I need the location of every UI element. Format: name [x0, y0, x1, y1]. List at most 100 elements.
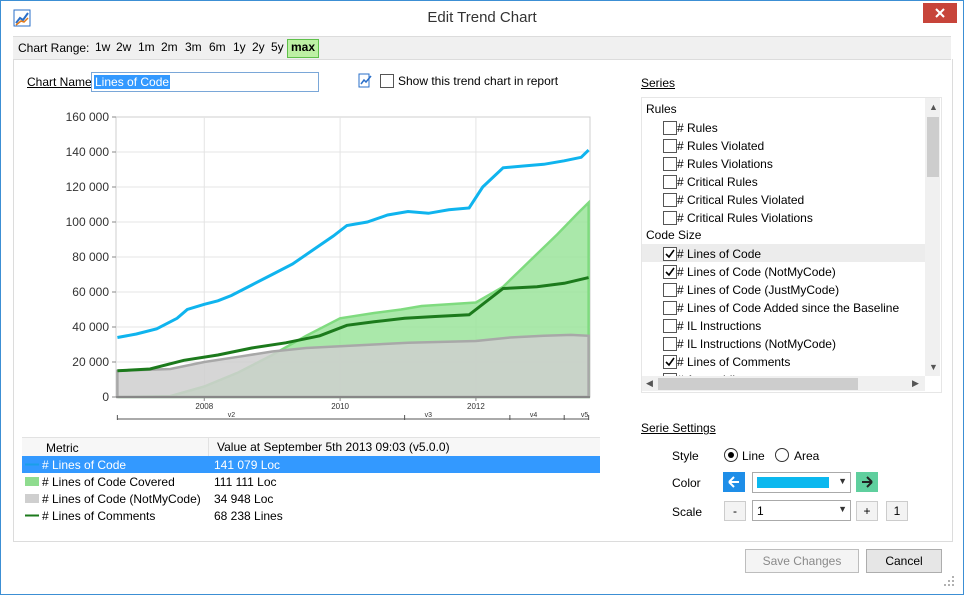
series-item-label: # Critical Rules	[677, 175, 758, 189]
y-tick-label: 120 000	[66, 180, 110, 194]
window-title: Edit Trend Chart	[427, 9, 537, 26]
series-checkbox[interactable]	[663, 355, 677, 369]
color-swatch	[757, 477, 829, 488]
series-checkbox[interactable]	[663, 211, 677, 225]
series-item[interactable]: # Lines of Code Added since the Baseline	[642, 298, 925, 316]
series-checkbox[interactable]	[663, 301, 677, 315]
range-1y-button[interactable]: 1y	[233, 40, 246, 54]
x-tick-label: 2012	[467, 402, 485, 411]
color-next-button[interactable]	[856, 472, 878, 492]
range-6m-button[interactable]: 6m	[209, 40, 226, 54]
series-item-label: # Rules Violated	[677, 139, 765, 153]
arrow-right-icon	[862, 476, 873, 488]
series-item[interactable]: # IL Instructions	[642, 316, 925, 334]
cancel-button[interactable]: Cancel	[866, 549, 942, 573]
table-row[interactable]: # Lines of Code 141 079 Loc	[22, 456, 600, 473]
content-panel	[13, 59, 953, 542]
series-checkbox[interactable]	[663, 193, 677, 207]
series-item[interactable]: # Lines of Code (JustMyCode)	[642, 280, 925, 298]
series-checkbox[interactable]	[663, 175, 677, 189]
scroll-left-icon[interactable]: ◀	[646, 378, 653, 388]
metric-name: # Lines of Code	[42, 458, 127, 472]
value-column-header[interactable]: Value at September 5th 2013 09:03 (v5.0.…	[208, 438, 450, 456]
style-area-radio[interactable]	[775, 448, 789, 462]
color-dropdown[interactable]: ▼	[752, 472, 851, 493]
metric-value: 34 948 Loc	[214, 492, 274, 506]
metric-column-header[interactable]: Metric	[46, 441, 79, 455]
scroll-right-icon[interactable]: ▶	[912, 378, 919, 388]
series-group-header: Code Size	[646, 228, 702, 242]
series-checkbox[interactable]	[663, 139, 677, 153]
style-line-label: Line	[742, 449, 765, 463]
save-changes-button[interactable]: Save Changes	[745, 549, 859, 573]
range-5y-button[interactable]: 5y	[271, 40, 284, 54]
series-item[interactable]: # Rules Violated	[642, 136, 925, 154]
series-checkbox[interactable]	[663, 157, 677, 171]
chart-range-label: Chart Range:	[18, 41, 90, 55]
series-line[interactable]	[117, 276, 589, 373]
area-swatch-icon	[25, 477, 39, 486]
series-item-label: # Lines of Comments	[677, 355, 791, 369]
version-label: v3	[425, 412, 433, 419]
scale-label: Scale	[672, 505, 703, 519]
series-item[interactable]: # Critical Rules Violated	[642, 190, 925, 208]
resize-grip-icon[interactable]	[943, 575, 955, 587]
chart-name-input[interactable]: Lines of Code	[91, 72, 319, 92]
scroll-up-icon[interactable]: ▲	[929, 102, 938, 112]
series-horizontal-scrollbar[interactable]: ◀ ▶	[642, 376, 925, 391]
arrow-left-icon	[728, 476, 739, 488]
range-2y-button[interactable]: 2y	[252, 40, 265, 54]
scale-increase-button[interactable]: +	[856, 501, 878, 521]
scroll-down-icon[interactable]: ▼	[929, 362, 938, 372]
series-list[interactable]: Rules # Rules # Rules Violated # Rules Viol…	[641, 97, 942, 393]
check-icon	[665, 267, 675, 277]
series-item[interactable]: # Rules	[642, 118, 925, 136]
show-in-report-checkbox[interactable]	[380, 74, 394, 88]
series-line[interactable]	[117, 149, 590, 339]
series-item[interactable]: # Rules Violations	[642, 154, 925, 172]
table-row[interactable]: # Lines of Code Covered 111 111 Loc	[22, 473, 600, 490]
range-1m-button[interactable]: 1m	[138, 40, 155, 54]
series-vertical-scrollbar[interactable]: ▲ ▼	[925, 98, 940, 376]
series-item-label: # Lines of Code (JustMyCode)	[677, 283, 840, 297]
metric-value: 68 238 Lines	[214, 509, 283, 523]
series-item[interactable]: # Critical Rules Violations	[642, 208, 925, 226]
table-row[interactable]: # Lines of Comments 68 238 Lines	[22, 507, 600, 524]
series-vertical-scroll-thumb[interactable]	[927, 117, 939, 177]
metric-value: 111 111 Loc	[214, 475, 277, 489]
range-2m-button[interactable]: 2m	[161, 40, 178, 54]
series-item[interactable]: # Lines of Code	[642, 244, 925, 262]
range-1w-button[interactable]: 1w	[95, 40, 111, 54]
series-checkbox[interactable]	[663, 247, 677, 261]
scale-decrease-button[interactable]: -	[724, 501, 746, 521]
series-item-label: # Critical Rules Violations	[677, 211, 813, 225]
metric-name: # Lines of Code (NotMyCode)	[42, 492, 201, 506]
series-area[interactable]	[116, 333, 590, 399]
trend-chart[interactable]: 160 000 140 000 120 000 100 000 80 000 60 000…	[12, 100, 602, 430]
series-checkbox[interactable]	[663, 265, 677, 279]
range-3m-button[interactable]: 3m	[185, 40, 202, 54]
range-max-button[interactable]: max	[287, 39, 320, 58]
metric-value: 141 079 Loc	[214, 458, 281, 472]
series-horizontal-scroll-thumb[interactable]	[658, 378, 858, 390]
style-line-radio[interactable]	[724, 448, 738, 462]
close-icon	[935, 8, 945, 18]
scale-dropdown[interactable]: 1 ▼	[752, 500, 851, 521]
series-checkbox[interactable]	[663, 337, 677, 351]
series-item[interactable]: # Critical Rules	[642, 172, 925, 190]
style-area-label: Area	[794, 449, 820, 463]
line-swatch-icon	[25, 463, 39, 466]
range-2w-button[interactable]: 2w	[116, 40, 132, 54]
series-checkbox[interactable]	[663, 319, 677, 333]
table-row[interactable]: # Lines of Code (NotMyCode) 34 948 Loc	[22, 490, 600, 507]
color-previous-button[interactable]	[723, 472, 745, 492]
series-checkbox[interactable]	[663, 121, 677, 135]
series-title: Series	[641, 76, 676, 90]
series-item[interactable]: # Lines of Code (NotMyCode)	[642, 262, 925, 280]
series-item[interactable]: # IL Instructions (NotMyCode)	[642, 334, 925, 352]
series-checkbox[interactable]	[663, 283, 677, 297]
area-swatch-icon	[25, 494, 39, 503]
close-button[interactable]	[923, 3, 957, 23]
series-item[interactable]: # Lines of Comments	[642, 352, 925, 370]
scale-value: 1	[757, 504, 764, 518]
